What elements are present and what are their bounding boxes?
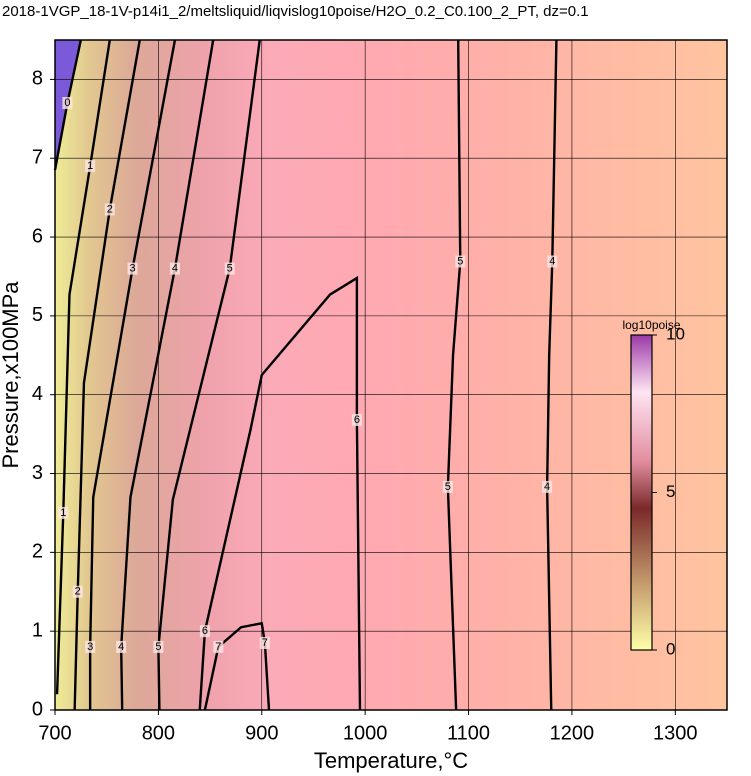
contour-label-bg — [104, 203, 115, 216]
contour-line — [203, 621, 271, 711]
contour-label: 5 — [457, 255, 463, 267]
x-tick-label: 900 — [245, 722, 278, 744]
contour-label: 5 — [227, 262, 233, 274]
y-tick-label: 5 — [32, 304, 43, 326]
y-tick-label: 1 — [32, 619, 43, 641]
contour-label-bg — [85, 640, 96, 653]
colorbar — [630, 334, 653, 651]
contour-label-bg — [116, 640, 127, 653]
x-tick-label: 800 — [142, 722, 175, 744]
contour-label-bg — [547, 255, 558, 268]
contour-line — [157, 39, 261, 711]
contour-label-bg — [442, 480, 453, 493]
contour-line — [446, 39, 462, 711]
contour-label: 4 — [544, 481, 550, 493]
contour-label-bg — [542, 480, 553, 493]
x-tick-label: 700 — [38, 722, 71, 744]
contour-label-bg — [58, 506, 69, 519]
chart-title: 2018-1VGP_18-1V-p14i1_2/meltsliquid/liqv… — [2, 3, 589, 20]
contour-line — [55, 39, 111, 695]
y-tick-label: 8 — [32, 68, 43, 90]
y-tick-label: 0 — [32, 698, 43, 720]
contour-label-bg — [153, 640, 164, 653]
contour-label: 6 — [354, 414, 360, 426]
contour-label: 4 — [172, 262, 178, 274]
contour-label: 5 — [445, 481, 451, 493]
y-tick-label: 4 — [32, 383, 43, 405]
plot-background — [55, 40, 727, 710]
contour-label: 5 — [155, 641, 161, 653]
contour-label-bg — [213, 640, 224, 653]
x-tick-label: 1100 — [447, 722, 490, 744]
contour-label: 3 — [129, 262, 135, 274]
contour-label-bg — [259, 637, 270, 649]
contour-label: 7 — [215, 641, 221, 653]
contour-label-bg — [169, 262, 180, 275]
contour-label-bg — [351, 413, 362, 426]
contour-label-bg — [127, 262, 138, 275]
colorbar-tick-label: 10 — [666, 324, 685, 343]
contour-label: 4 — [549, 255, 555, 267]
contour-label-bg — [62, 97, 73, 110]
contour-label-bg — [455, 255, 466, 268]
x-tick-label: 1000 — [343, 722, 388, 744]
contour-label-bg — [199, 625, 210, 638]
contour-label: 3 — [87, 641, 93, 653]
contour-line — [88, 39, 177, 710]
contour-label: 2 — [75, 586, 81, 598]
contour-line — [73, 39, 141, 711]
contour-line — [198, 275, 362, 711]
contour-label: 0 — [64, 97, 70, 109]
x-tick-label: 1300 — [653, 722, 698, 744]
contour-label-bg — [72, 585, 83, 598]
low-region — [55, 40, 81, 171]
x-tick-label: 1200 — [550, 722, 595, 744]
colorbar-label: log10poise — [622, 318, 680, 332]
y-axis-label: Pressure,x100MPa — [0, 281, 23, 469]
contour-line — [119, 39, 215, 711]
contour-line — [545, 39, 558, 711]
contour-label: 6 — [202, 625, 208, 637]
contour-label: 2 — [107, 203, 113, 215]
colorbar-tick-label: 0 — [666, 639, 675, 658]
colorbar-tick-label: 5 — [666, 482, 675, 501]
plot-frame — [54, 39, 728, 711]
y-tick-label: 3 — [32, 462, 43, 484]
contour-label-bg — [85, 160, 96, 173]
y-tick-label: 6 — [32, 225, 43, 247]
contour-label: 1 — [87, 160, 93, 172]
contour-label: 1 — [60, 507, 66, 519]
y-tick-label: 2 — [32, 541, 43, 563]
contour-label-bg — [224, 262, 235, 275]
x-axis-label: Temperature,°C — [314, 748, 468, 773]
contour-label: 7 — [262, 637, 268, 649]
y-tick-label: 7 — [32, 147, 43, 169]
contour-label: 4 — [118, 641, 124, 653]
